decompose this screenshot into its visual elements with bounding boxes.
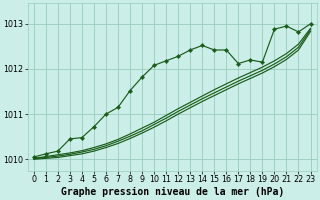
X-axis label: Graphe pression niveau de la mer (hPa): Graphe pression niveau de la mer (hPa) [60,186,284,197]
